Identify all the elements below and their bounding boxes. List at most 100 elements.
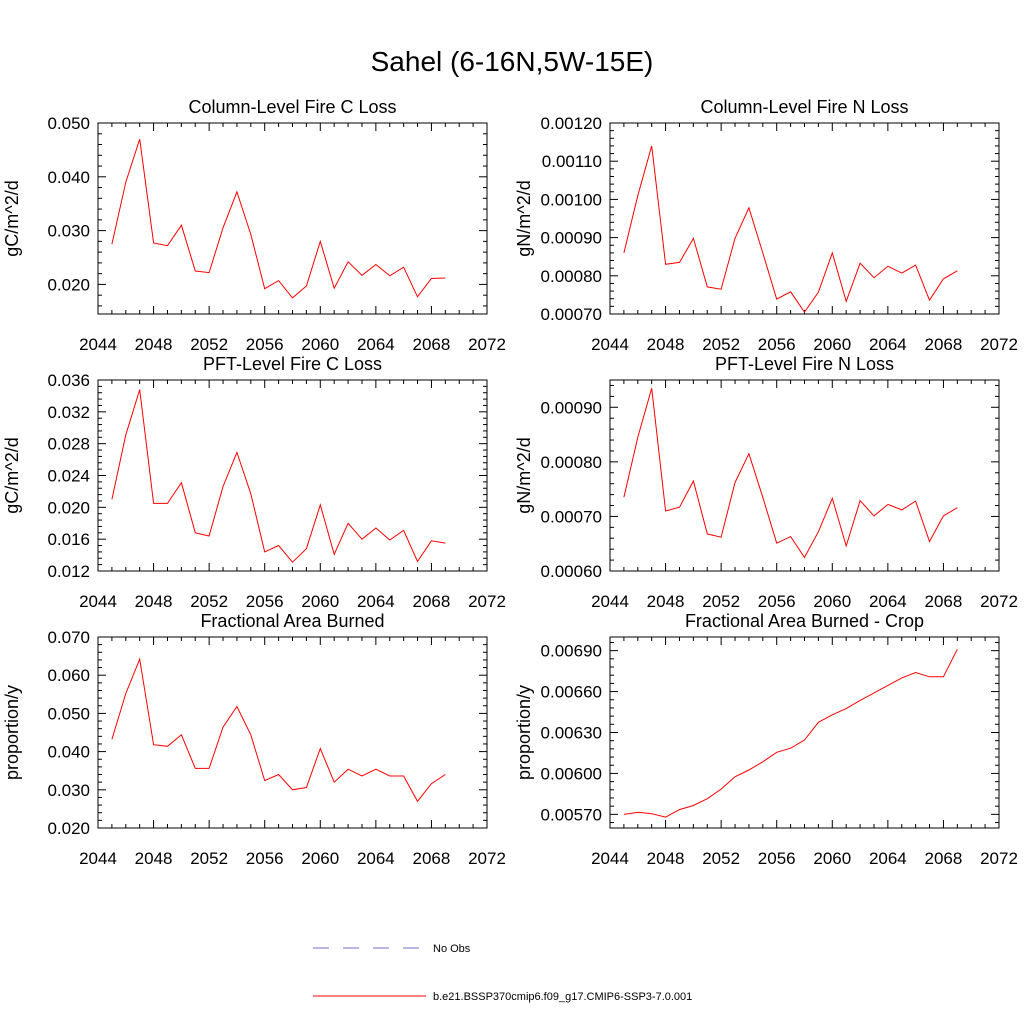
legend-label: No Obs <box>433 943 471 955</box>
y-tick-label: 0.00080 <box>541 453 602 472</box>
chart-panel-6: 2044 2048 2052 2056 2060 2064 2068 2072 0.00570 0… <box>514 611 1018 868</box>
y-tick-label: 0.00600 <box>541 764 602 783</box>
x-tick-label: 2064 <box>869 849 907 868</box>
panel-title: PFT-Level Fire N Loss <box>715 354 894 374</box>
series-line <box>111 657 446 803</box>
series-line <box>623 649 958 818</box>
plot-frame <box>609 379 1000 572</box>
chart-panel-2: 2044 2048 2052 2056 2060 2064 2068 2072 0.00070 0… <box>514 97 1018 354</box>
y-axis-label: gN/m^2/d <box>514 437 534 513</box>
x-tick-label: 2060 <box>301 592 339 611</box>
y-tick-label: 0.032 <box>47 403 90 422</box>
y-axis-label: gC/m^2/d <box>2 437 22 513</box>
y-tick-label: 0.00110 <box>542 152 602 171</box>
y-tick-label: 0.00090 <box>541 229 602 248</box>
series-line <box>111 389 446 563</box>
y-tick-label: 0.00070 <box>541 305 602 324</box>
y-tick-label: 0.050 <box>47 114 90 133</box>
panel-title: Fractional Area Burned <box>200 611 384 631</box>
y-axis-label: gC/m^2/d <box>2 180 22 256</box>
x-tick-label: 2064 <box>357 592 395 611</box>
x-tick-label: 2068 <box>413 592 451 611</box>
x-tick-label: 2048 <box>647 335 685 354</box>
y-tick-label: 0.00090 <box>541 398 602 417</box>
x-tick-label: 2072 <box>468 849 506 868</box>
x-tick-label: 2056 <box>758 335 796 354</box>
plot-frame <box>97 636 488 829</box>
x-tick-label: 2072 <box>468 592 506 611</box>
x-tick-label: 2068 <box>925 849 963 868</box>
chart-panel-3: 2044 2048 2052 2056 2060 2064 2068 2072 0.012 0.0… <box>2 354 506 611</box>
x-tick-label: 2060 <box>813 592 851 611</box>
y-tick-label: 0.050 <box>47 704 90 723</box>
x-tick-label: 2044 <box>591 849 629 868</box>
series-line <box>623 388 958 559</box>
chart-panel-1: 2044 2048 2052 2056 2060 2064 2068 2072 0.020 0.0… <box>2 97 506 354</box>
x-tick-label: 2056 <box>246 849 284 868</box>
x-tick-label: 2064 <box>869 592 907 611</box>
series-line <box>623 145 958 313</box>
y-tick-label: 0.036 <box>47 371 90 390</box>
x-tick-label: 2044 <box>79 592 117 611</box>
y-tick-label: 0.020 <box>47 275 90 294</box>
x-tick-label: 2052 <box>190 849 228 868</box>
chart-panel-4: 2044 2048 2052 2056 2060 2064 2068 2072 0.00060 0… <box>514 354 1018 611</box>
panel-title: Column-Level Fire N Loss <box>700 97 908 117</box>
legend-label: b.e21.BSSP370cmip6.f09_g17.CMIP6-SSP3-7.… <box>433 991 692 1003</box>
x-tick-label: 2052 <box>190 335 228 354</box>
x-tick-label: 2064 <box>869 335 907 354</box>
x-tick-label: 2052 <box>702 335 740 354</box>
x-tick-label: 2044 <box>591 592 629 611</box>
x-tick-label: 2068 <box>925 592 963 611</box>
y-tick-label: 0.00070 <box>541 507 602 526</box>
x-tick-label: 2044 <box>79 849 117 868</box>
y-tick-label: 0.040 <box>47 168 90 187</box>
x-tick-label: 2056 <box>246 335 284 354</box>
y-tick-label: 0.016 <box>47 530 90 549</box>
x-tick-label: 2068 <box>413 849 451 868</box>
panel-title: PFT-Level Fire C Loss <box>203 354 382 374</box>
x-tick-label: 2048 <box>135 849 173 868</box>
x-tick-label: 2056 <box>246 592 284 611</box>
y-tick-label: 0.028 <box>47 435 90 454</box>
y-tick-label: 0.012 <box>47 562 90 581</box>
x-tick-label: 2052 <box>702 849 740 868</box>
x-tick-label: 2072 <box>980 592 1018 611</box>
y-tick-label: 0.040 <box>47 743 90 762</box>
y-tick-label: 0.00120 <box>541 114 602 133</box>
x-tick-label: 2072 <box>980 335 1018 354</box>
x-tick-label: 2064 <box>357 849 395 868</box>
panel-title: Fractional Area Burned - Crop <box>685 611 924 631</box>
x-tick-label: 2048 <box>135 592 173 611</box>
x-tick-label: 2048 <box>647 849 685 868</box>
x-tick-label: 2072 <box>980 849 1018 868</box>
y-axis-label: gN/m^2/d <box>514 180 534 256</box>
y-tick-label: 0.00630 <box>541 724 602 743</box>
chart-panel-5: 2044 2048 2052 2056 2060 2064 2068 2072 0.020 0.0… <box>2 611 506 868</box>
x-tick-label: 2060 <box>813 335 851 354</box>
y-tick-label: 0.00660 <box>541 683 602 702</box>
plot-frame <box>97 379 488 572</box>
y-tick-label: 0.00690 <box>541 642 602 661</box>
y-tick-label: 0.030 <box>47 781 90 800</box>
x-tick-label: 2068 <box>925 335 963 354</box>
plot-frame <box>97 122 488 315</box>
y-tick-label: 0.030 <box>47 222 90 241</box>
x-tick-label: 2044 <box>79 335 117 354</box>
y-tick-label: 0.070 <box>47 628 90 647</box>
y-tick-label: 0.00570 <box>541 805 602 824</box>
y-tick-label: 0.00080 <box>541 267 602 286</box>
x-tick-label: 2056 <box>758 592 796 611</box>
x-tick-label: 2056 <box>758 849 796 868</box>
x-tick-label: 2052 <box>190 592 228 611</box>
x-tick-label: 2048 <box>647 592 685 611</box>
panel-title: Column-Level Fire C Loss <box>188 97 396 117</box>
y-axis-label: proportion/y <box>2 685 22 780</box>
plot-frame <box>609 636 1000 829</box>
x-tick-label: 2068 <box>413 335 451 354</box>
y-tick-label: 0.024 <box>47 467 90 486</box>
y-axis-label: proportion/y <box>514 685 534 780</box>
x-tick-label: 2072 <box>468 335 506 354</box>
plot-frame <box>609 122 1000 315</box>
x-tick-label: 2064 <box>357 335 395 354</box>
